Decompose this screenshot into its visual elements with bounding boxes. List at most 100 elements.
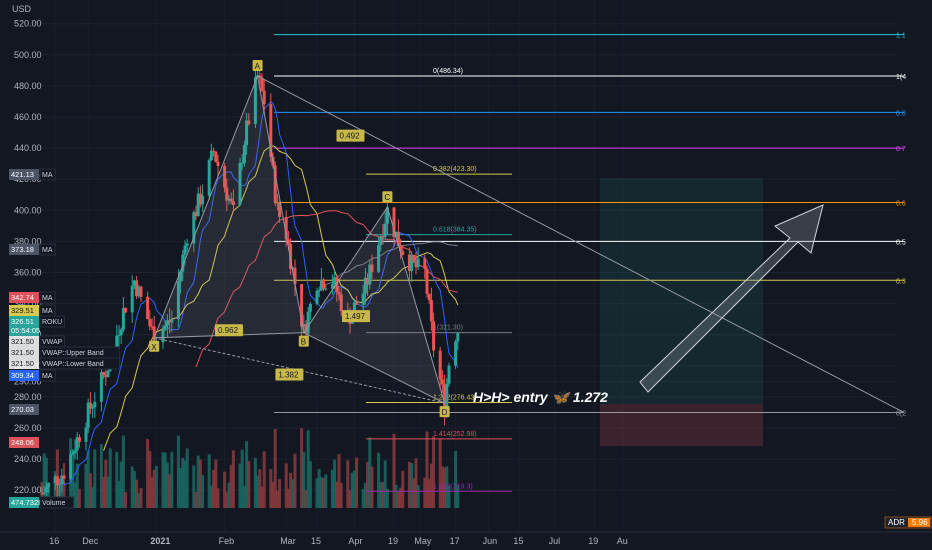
x-tick-label: 19 [588, 536, 598, 546]
price-tag-label-box [39, 168, 56, 181]
volume-bar [289, 472, 293, 508]
candle-body [289, 243, 293, 269]
volume-bar [168, 474, 172, 508]
fib-label: 1.272(276.43) [433, 394, 477, 401]
candle-body [432, 321, 436, 351]
volume-bar [278, 479, 282, 508]
volume-bar [300, 428, 304, 508]
time-axis[interactable]: 16 Dec 2021 Feb Mar 15 Apr 19 May 17 Jun 15 Jul 19 Au [49, 536, 628, 546]
right-fib-label: 0(2 [896, 410, 906, 417]
candle-body [58, 484, 62, 486]
y-tick-label: 260.00 [14, 423, 42, 433]
candle-body [315, 290, 319, 304]
volume-bar [392, 433, 396, 508]
price-tag-box [9, 347, 39, 358]
candle-body [242, 145, 246, 163]
volume-bar [229, 464, 233, 508]
volume-bar [148, 451, 152, 508]
volume-bar [319, 477, 323, 508]
adr-indicator: ADR 5.96 [884, 516, 932, 529]
volume-bar [291, 479, 295, 508]
volume-bar [139, 488, 143, 508]
volume-bar [163, 452, 167, 508]
candle-body [324, 288, 328, 290]
volume-bar [306, 430, 310, 508]
volume-bar [42, 453, 46, 508]
x-tick-label: Feb [219, 536, 235, 546]
volume-bar [91, 487, 95, 508]
candle-body [361, 293, 365, 305]
volume-bar [124, 492, 128, 508]
candle-body [385, 207, 389, 224]
pattern-point-label: B [301, 338, 306, 347]
volume-bar [377, 452, 381, 508]
volume-bar [117, 481, 121, 508]
right-fib-label: 0.3 [896, 278, 906, 285]
x-tick-label: Dec [82, 536, 99, 546]
volume-bar [256, 475, 260, 508]
volume-bar [416, 485, 420, 508]
volume-bar [293, 453, 297, 508]
candle-body [75, 437, 79, 451]
y-tick-label: 220.00 [14, 485, 42, 495]
right-fib-label: 0.7 [896, 146, 906, 153]
pattern-point-badge [149, 340, 160, 352]
candle-body [119, 329, 123, 336]
candle-body [258, 75, 262, 78]
y-tick-label: 400.00 [14, 205, 42, 215]
volume-bar [75, 463, 79, 508]
candle-body [231, 201, 235, 205]
volume-bar [176, 435, 180, 508]
candle-body [130, 285, 134, 313]
volume-bar [146, 438, 150, 508]
volume-bar [121, 435, 125, 508]
candle-body [352, 302, 356, 314]
pattern-ratio-badge [336, 129, 365, 142]
adr-label: ADR [888, 518, 905, 527]
price-tag-label-box [39, 291, 56, 304]
y-tick-label: 460.00 [14, 112, 42, 122]
pattern-ratio-label: 0.492 [340, 132, 361, 141]
candle-body [73, 450, 77, 454]
candle-body [181, 254, 185, 272]
volume-bar [225, 491, 229, 508]
volume-bar [198, 459, 202, 508]
profit-zone [600, 178, 763, 404]
pattern-ratio-label: 0.962 [218, 326, 239, 335]
fib-label: 0.618(384.35) [433, 227, 477, 234]
candle-body [185, 243, 189, 246]
volume-bar [286, 488, 290, 508]
candle-body [423, 258, 427, 269]
candle-body [337, 292, 341, 295]
pattern-point-label: A [255, 62, 261, 71]
candle-body [53, 476, 57, 484]
volume-bar [350, 472, 354, 508]
candle-body [416, 258, 420, 268]
volume-bar [40, 482, 44, 508]
volume-bar [271, 482, 275, 508]
candle-body [269, 104, 273, 157]
candle-body [414, 261, 418, 268]
pattern-annotation: H>H> entry 🦋 1.272 [473, 389, 608, 405]
candle-body [438, 350, 442, 380]
volume-bar [253, 457, 257, 508]
volume-bar [207, 454, 211, 508]
pattern-ratio-badge [342, 310, 370, 323]
y-tick-label: 440.00 [14, 143, 42, 153]
volume-bar [315, 478, 319, 508]
candle-body [91, 407, 95, 409]
projection-arrow[interactable] [639, 204, 824, 393]
volume-bar [308, 461, 312, 508]
moving-average-line [318, 241, 458, 292]
candle-body [223, 165, 227, 188]
pattern-point-badge [439, 406, 450, 418]
harmonic-pattern[interactable]: X A B C D 0.962 0.492 1.497 1.382 [149, 60, 905, 418]
volume-bar [240, 449, 244, 508]
price-tags: 421.13 MA 373.18 MA 342.74 MA 329.51 MA 326.51 RO… [9, 168, 121, 509]
candle-body [106, 370, 110, 378]
candle-body [262, 90, 266, 105]
volume-bar [410, 463, 414, 508]
candle-body [55, 476, 59, 486]
